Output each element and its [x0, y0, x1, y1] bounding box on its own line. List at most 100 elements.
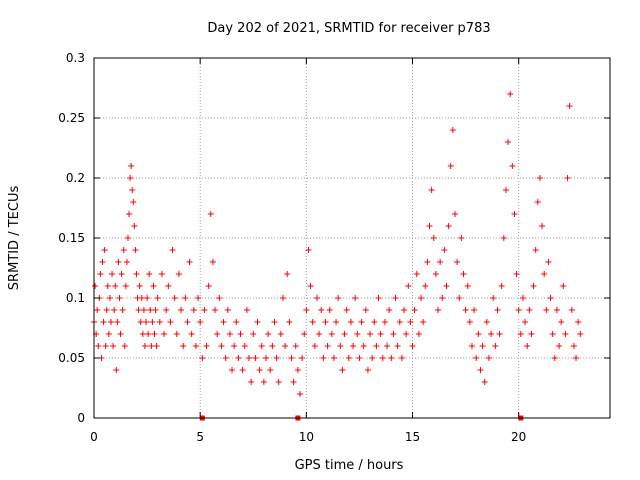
data-point: [441, 247, 448, 253]
data-point: [131, 223, 138, 229]
data-point: [154, 295, 161, 301]
data-point: [543, 307, 550, 313]
data-point: [313, 295, 320, 301]
x-tick-label: 15: [405, 430, 420, 444]
data-point: [549, 331, 556, 337]
data-point: [307, 283, 314, 289]
data-point: [130, 199, 137, 205]
data-point: [178, 307, 185, 313]
data-point: [311, 343, 318, 349]
data-point: [117, 331, 124, 337]
data-point: [133, 271, 140, 277]
data-point: [246, 355, 253, 361]
data-point: [339, 367, 346, 373]
data-point: [209, 259, 216, 265]
data-point: [260, 379, 267, 385]
data-point: [424, 259, 431, 265]
data-point: [136, 283, 143, 289]
data-point: [462, 307, 469, 313]
data-point: [379, 355, 386, 361]
data-point: [139, 331, 146, 337]
data-point: [326, 307, 333, 313]
data-point: [530, 283, 537, 289]
data-point: [384, 343, 391, 349]
data-point: [192, 343, 199, 349]
chart-title: Day 202 of 2021, SRMTID for receiver p78…: [207, 21, 490, 36]
data-point: [167, 319, 174, 325]
data-point: [534, 199, 541, 205]
data-point: [445, 223, 452, 229]
data-point: [390, 331, 397, 337]
data-point: [137, 319, 144, 325]
data-point: [347, 319, 354, 325]
data-point: [316, 331, 323, 337]
data-point: [545, 259, 552, 265]
data-point: [201, 307, 208, 313]
data-point: [273, 355, 280, 361]
data-point: [144, 295, 151, 301]
data-point: [129, 187, 136, 193]
data-point: [539, 223, 546, 229]
data-point: [553, 307, 560, 313]
data-point: [275, 379, 282, 385]
data-point: [547, 295, 554, 301]
data-point: [107, 319, 114, 325]
data-point: [102, 343, 109, 349]
data-point: [112, 283, 119, 289]
data-point: [248, 379, 255, 385]
data-point: [241, 343, 248, 349]
data-point: [443, 283, 450, 289]
y-tick-label: 0.1: [66, 291, 85, 305]
data-point: [364, 367, 371, 373]
data-point: [258, 343, 265, 349]
data-point: [343, 307, 350, 313]
data-point: [481, 379, 488, 385]
data-point: [105, 331, 112, 337]
data-point: [466, 319, 473, 325]
data-point: [152, 307, 159, 313]
data-point: [377, 331, 384, 337]
data-point: [551, 355, 558, 361]
data-point: [299, 355, 306, 361]
data-point: [205, 283, 212, 289]
data-point: [337, 343, 344, 349]
data-point: [101, 247, 108, 253]
data-point: [182, 295, 189, 301]
data-point: [475, 331, 482, 337]
data-point: [207, 211, 214, 217]
data-point: [432, 271, 439, 277]
y-tick-labels: 0 0.05 0.1 0.15 0.2 0.25 0.3: [58, 51, 85, 425]
data-point: [284, 271, 291, 277]
data-point: [145, 331, 152, 337]
data-point: [528, 331, 535, 337]
data-point: [335, 295, 342, 301]
data-point: [100, 319, 107, 325]
data-point: [345, 355, 352, 361]
data-point: [122, 283, 129, 289]
data-point: [290, 379, 297, 385]
data-point: [394, 343, 401, 349]
data-point: [413, 271, 420, 277]
data-point: [148, 343, 155, 349]
data-point: [367, 331, 374, 337]
data-point: [95, 343, 102, 349]
data-point: [362, 307, 369, 313]
data-point: [485, 355, 492, 361]
data-point: [375, 295, 382, 301]
data-point: [305, 247, 312, 253]
data-point: [473, 355, 480, 361]
data-point: [226, 331, 233, 337]
data-point: [123, 259, 130, 265]
data-point: [237, 331, 244, 337]
data-point: [468, 343, 475, 349]
data-point: [322, 319, 329, 325]
data-point: [490, 295, 497, 301]
data-point: [439, 295, 446, 301]
data-point: [352, 295, 359, 301]
data-point: [147, 307, 154, 313]
data-point: [515, 307, 522, 313]
data-point: [454, 259, 461, 265]
data-point: [116, 295, 123, 301]
x-axis-label: GPS time / hours: [295, 458, 404, 473]
